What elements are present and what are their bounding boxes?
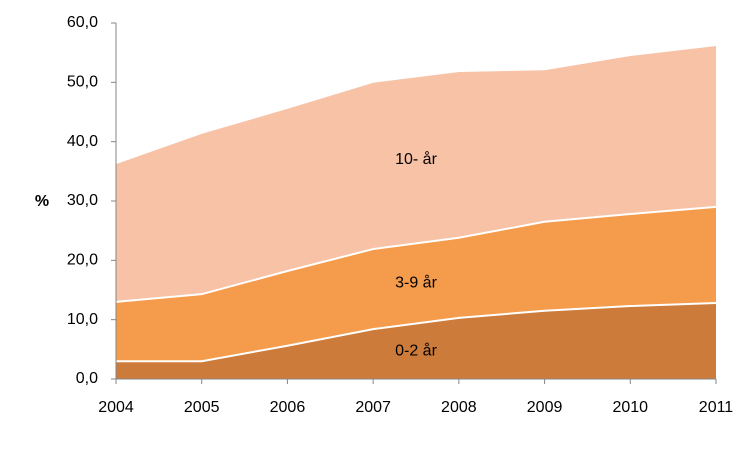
y-tick-label: 60,0: [67, 14, 98, 31]
area: [116, 303, 716, 379]
x-tick-label: 2011: [699, 399, 734, 416]
x-tick-label: 2008: [441, 399, 477, 416]
x-tick-label: 2009: [527, 399, 563, 416]
series-label: 3-9 år: [395, 274, 437, 292]
y-tick-label: 20,0: [67, 252, 98, 269]
area-edge: [115, 43, 717, 164]
series-label: 10- år: [395, 150, 437, 168]
area: [116, 44, 716, 302]
y-tick-label: 10,0: [67, 311, 98, 328]
x-tick-label: 2010: [612, 399, 648, 416]
series-label: 0-2 år: [395, 341, 437, 359]
x-tick-label: 2006: [270, 399, 306, 416]
y-tick-label: 50,0: [67, 74, 98, 91]
area-edge: [115, 205, 717, 303]
x-tick-label: 2004: [98, 399, 134, 416]
y-tick-label: 40,0: [67, 133, 98, 150]
y-tick-label: 0,0: [76, 370, 98, 387]
y-tick-label: 30,0: [67, 192, 98, 209]
x-tick-label: 2005: [184, 399, 220, 416]
area-edge: [116, 302, 717, 363]
area: [116, 206, 716, 362]
x-tick-label: 2007: [355, 399, 391, 416]
y-axis-label: %: [35, 193, 49, 210]
